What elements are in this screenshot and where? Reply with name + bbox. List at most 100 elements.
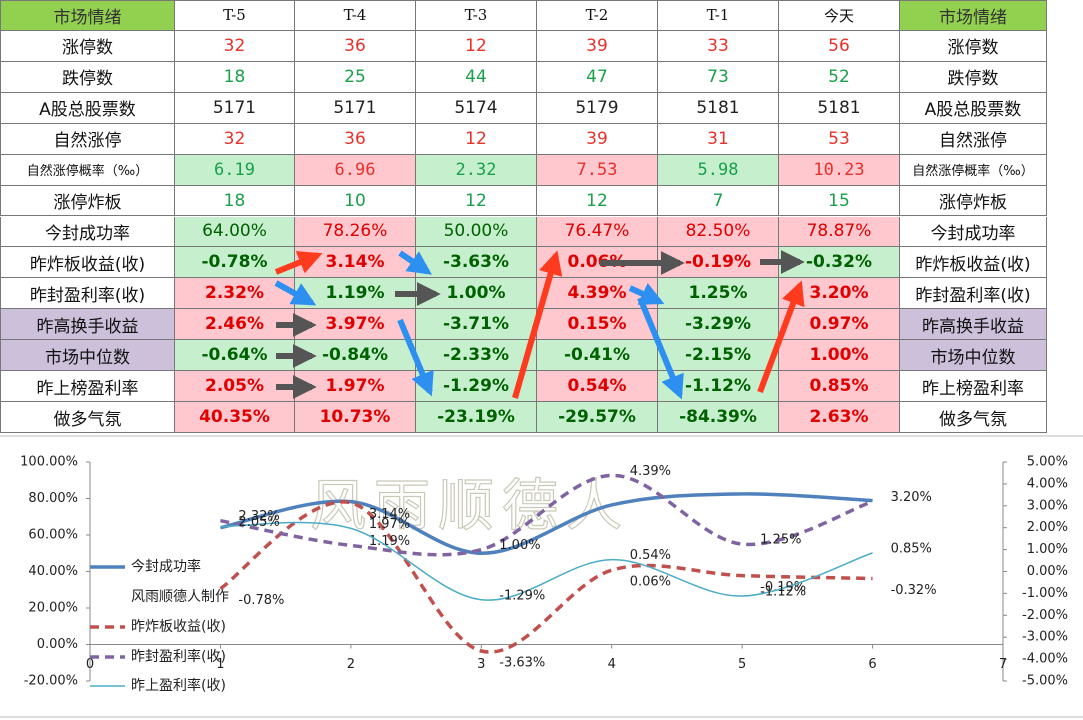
y2-tick-label: -5.00% <box>1022 674 1068 689</box>
table-cell: -23.19% <box>416 402 537 433</box>
table-cell: 昨炸板收益(收) <box>0 247 175 279</box>
table-cell: 3.14% <box>295 247 416 279</box>
table-cell: 1.97% <box>295 371 416 403</box>
table-cell: A股总股票数 <box>0 92 175 124</box>
table-cell: -84.39% <box>658 402 779 433</box>
table-cell: -3.29% <box>658 309 779 341</box>
table-cell: 31 <box>658 123 779 155</box>
y2-tick-label: 3.00% <box>1027 498 1068 513</box>
table-cell: 78.26% <box>295 216 416 248</box>
table-cell: 32 <box>175 30 295 62</box>
table-cell: 昨高换手收益 <box>0 309 175 341</box>
table-cell: 昨高换手收益 <box>900 309 1047 341</box>
legend-label: 昨封盈利率(收) <box>131 648 226 665</box>
x-tick-label: 6 <box>868 657 876 672</box>
table-cell: 2.46% <box>175 309 295 341</box>
table-cell: 82.50% <box>658 216 779 248</box>
table-cell: -1.29% <box>416 371 537 403</box>
table-cell: 做多气氛 <box>900 402 1047 433</box>
table-cell: 7 <box>658 185 779 217</box>
data-label: 0.85% <box>891 541 932 556</box>
y-tick-label: 20.00% <box>28 601 78 616</box>
x-tick-label: 1 <box>216 657 224 672</box>
x-tick-label: 5 <box>738 657 746 672</box>
table-cell: 涨停数 <box>0 30 175 62</box>
data-label: -0.78% <box>238 593 284 608</box>
table-cell: 5181 <box>658 92 779 124</box>
series-line <box>220 521 873 601</box>
table-cell: 2.32% <box>175 278 295 310</box>
table-cell: T-5 <box>175 0 295 31</box>
watermark: 风雨顺德人 <box>310 474 630 539</box>
table-cell: 1.25% <box>658 278 779 310</box>
table-cell: 18 <box>175 61 295 93</box>
data-label: 0.54% <box>630 548 671 563</box>
table-cell: 10 <box>295 185 416 217</box>
data-label: -1.12% <box>760 585 806 600</box>
data-label: 3.14% <box>369 507 410 522</box>
x-tick-label: 0 <box>86 657 94 672</box>
y2-tick-label: 1.00% <box>1027 542 1068 557</box>
table-cell: 12 <box>416 30 537 62</box>
table-cell: -0.78% <box>175 247 295 279</box>
legend-label: 今封成功率 <box>131 558 201 575</box>
table-cell: 10.23 <box>779 154 900 186</box>
table-cell: 18 <box>175 185 295 217</box>
table-cell: 市场中位数 <box>900 340 1047 372</box>
table-cell: 47 <box>537 61 658 93</box>
table-cell: 7.53 <box>537 154 658 186</box>
table-cell: 昨上榜盈利率 <box>900 371 1047 403</box>
table-cell: 4.39% <box>537 278 658 310</box>
table-cell: 0.97% <box>779 309 900 341</box>
table-cell: 76.47% <box>537 216 658 248</box>
data-label: 1.25% <box>760 533 801 548</box>
data-label: 1.00% <box>499 538 540 553</box>
series-line <box>220 473 874 557</box>
table-cell: T-2 <box>537 0 658 31</box>
data-label: -1.29% <box>499 588 545 603</box>
table-cell: T-3 <box>416 0 537 31</box>
y2-tick-label: -2.00% <box>1022 608 1068 623</box>
table-cell: 今封成功率 <box>0 216 175 248</box>
data-label: 3.20% <box>891 490 932 505</box>
table-cell: 自然涨停概率（‰） <box>900 154 1047 186</box>
data-label: 2.05% <box>238 515 279 530</box>
table-cell: 25 <box>295 61 416 93</box>
table-cell: 5174 <box>416 92 537 124</box>
x-tick-label: 3 <box>477 657 485 672</box>
table-cell: 今天 <box>779 0 900 31</box>
table-cell: 15 <box>779 185 900 217</box>
table-cell: 6.19 <box>175 154 295 186</box>
table-cell: A股总股票数 <box>900 92 1047 124</box>
x-tick-label: 7 <box>999 657 1007 672</box>
table-cell: 40.35% <box>175 402 295 433</box>
table-cell: 5181 <box>779 92 900 124</box>
y-tick-label: -20.00% <box>24 674 78 689</box>
table-cell: -0.19% <box>658 247 779 279</box>
y2-tick-label: 2.00% <box>1027 520 1068 535</box>
table-cell: T-4 <box>295 0 416 31</box>
table-cell: 自然涨停 <box>900 123 1047 155</box>
table-cell: 53 <box>779 123 900 155</box>
y2-tick-label: -4.00% <box>1022 652 1068 667</box>
table-cell: 昨炸板收益(收) <box>900 247 1047 279</box>
table-cell: 今封成功率 <box>900 216 1047 248</box>
table-cell: 5171 <box>175 92 295 124</box>
y-tick-label: 40.00% <box>28 564 78 579</box>
table-cell: 涨停炸板 <box>0 185 175 217</box>
data-label: 0.06% <box>630 575 671 590</box>
table-cell: 39 <box>537 30 658 62</box>
table-cell: 昨封盈利率(收) <box>0 278 175 310</box>
table-cell: 0.06% <box>537 247 658 279</box>
table-cell: 12 <box>416 123 537 155</box>
table-cell: 市场情绪 <box>900 0 1047 31</box>
legend-label: 昨炸板收益(收) <box>131 619 226 635</box>
y2-tick-label: -3.00% <box>1022 630 1068 645</box>
data-label: 1.19% <box>369 534 410 549</box>
table-cell: 1.00% <box>779 340 900 372</box>
table-cell: 0.15% <box>537 309 658 341</box>
table-cell: 2.05% <box>175 371 295 403</box>
y2-tick-label: 0.00% <box>1027 564 1068 579</box>
legend-label: 昨上盈利率(收) <box>131 677 226 694</box>
